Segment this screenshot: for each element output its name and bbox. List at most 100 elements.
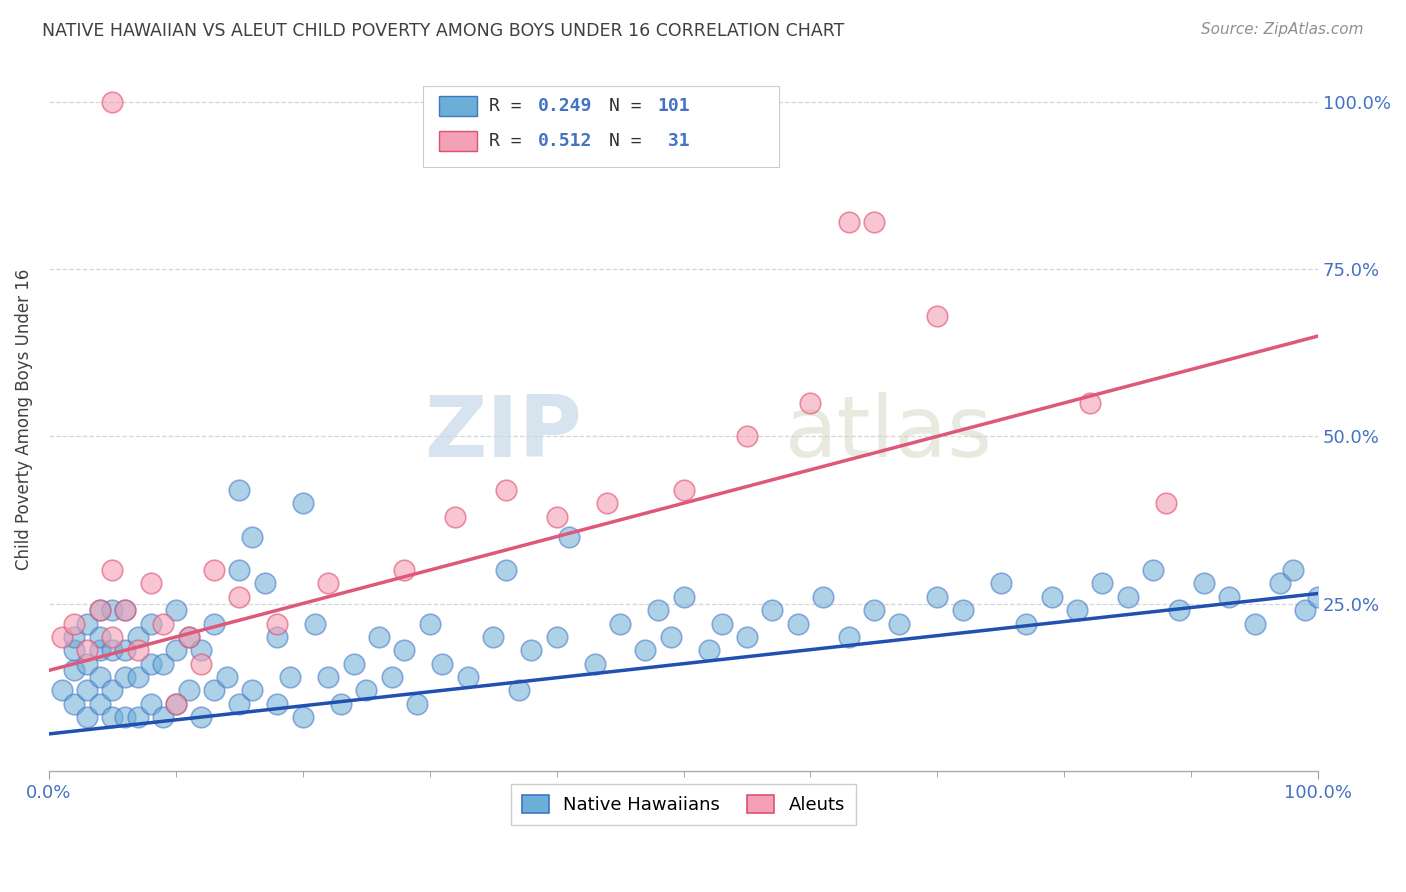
Point <box>165 643 187 657</box>
Point <box>889 616 911 631</box>
Point <box>114 603 136 617</box>
Point <box>51 683 73 698</box>
Point <box>177 683 200 698</box>
Point <box>228 563 250 577</box>
Point <box>495 483 517 497</box>
Point <box>101 95 124 109</box>
Point <box>697 643 720 657</box>
Point <box>634 643 657 657</box>
Point <box>165 603 187 617</box>
Point <box>190 643 212 657</box>
Point <box>786 616 808 631</box>
Point <box>863 215 886 229</box>
Point <box>291 496 314 510</box>
Point <box>101 643 124 657</box>
Point <box>457 670 479 684</box>
Point <box>583 657 606 671</box>
Point <box>356 683 378 698</box>
Point <box>508 683 530 698</box>
Point <box>1040 590 1063 604</box>
Text: atlas: atlas <box>785 392 993 475</box>
Point <box>1078 396 1101 410</box>
Point <box>114 643 136 657</box>
Point <box>342 657 364 671</box>
Point <box>647 603 669 617</box>
Point <box>1281 563 1303 577</box>
Point <box>927 309 949 323</box>
Point <box>482 630 505 644</box>
Point <box>838 215 860 229</box>
Point <box>304 616 326 631</box>
Point <box>165 697 187 711</box>
Point <box>659 630 682 644</box>
Text: N =: N = <box>609 96 652 115</box>
Point <box>381 670 404 684</box>
Point <box>101 630 124 644</box>
Point <box>101 603 124 617</box>
Point <box>316 576 339 591</box>
Point <box>114 603 136 617</box>
Point <box>291 710 314 724</box>
Point <box>394 563 416 577</box>
Text: 0.512: 0.512 <box>537 132 592 150</box>
Point <box>139 616 162 631</box>
Point <box>1308 590 1330 604</box>
Text: NATIVE HAWAIIAN VS ALEUT CHILD POVERTY AMONG BOYS UNDER 16 CORRELATION CHART: NATIVE HAWAIIAN VS ALEUT CHILD POVERTY A… <box>42 22 845 40</box>
Text: 101: 101 <box>657 96 689 115</box>
Point <box>76 616 98 631</box>
Point <box>89 603 111 617</box>
Point <box>735 429 758 443</box>
Point <box>761 603 783 617</box>
Point <box>240 683 263 698</box>
Point <box>215 670 238 684</box>
Point <box>202 616 225 631</box>
Point <box>127 643 149 657</box>
Point <box>139 697 162 711</box>
Text: N =: N = <box>609 132 652 150</box>
Point <box>672 590 695 604</box>
Point <box>152 710 174 724</box>
Point <box>89 643 111 657</box>
Point <box>228 483 250 497</box>
Point <box>139 657 162 671</box>
Point <box>76 643 98 657</box>
FancyBboxPatch shape <box>439 131 477 151</box>
Text: 31: 31 <box>657 132 689 150</box>
Point <box>419 616 441 631</box>
Point <box>228 697 250 711</box>
Point <box>63 616 86 631</box>
Point <box>202 563 225 577</box>
Point <box>495 563 517 577</box>
Point <box>710 616 733 631</box>
Point <box>202 683 225 698</box>
Text: R =: R = <box>489 132 533 150</box>
Point <box>1142 563 1164 577</box>
Point <box>811 590 834 604</box>
Point <box>266 616 288 631</box>
Point <box>520 643 543 657</box>
Point <box>1167 603 1189 617</box>
Point <box>114 670 136 684</box>
Point <box>316 670 339 684</box>
Point <box>672 483 695 497</box>
Point <box>1066 603 1088 617</box>
Point <box>63 643 86 657</box>
Legend: Native Hawaiians, Aleuts: Native Hawaiians, Aleuts <box>510 784 856 825</box>
Point <box>177 630 200 644</box>
Point <box>190 657 212 671</box>
Point <box>127 670 149 684</box>
Point <box>1243 616 1265 631</box>
Point <box>735 630 758 644</box>
Point <box>1218 590 1240 604</box>
Point <box>266 630 288 644</box>
Point <box>799 396 821 410</box>
Point <box>152 657 174 671</box>
FancyBboxPatch shape <box>439 96 477 116</box>
Point <box>1294 603 1316 617</box>
Point <box>546 630 568 644</box>
Point <box>546 509 568 524</box>
Point <box>101 710 124 724</box>
Point <box>114 710 136 724</box>
Point <box>1192 576 1215 591</box>
Point <box>76 710 98 724</box>
